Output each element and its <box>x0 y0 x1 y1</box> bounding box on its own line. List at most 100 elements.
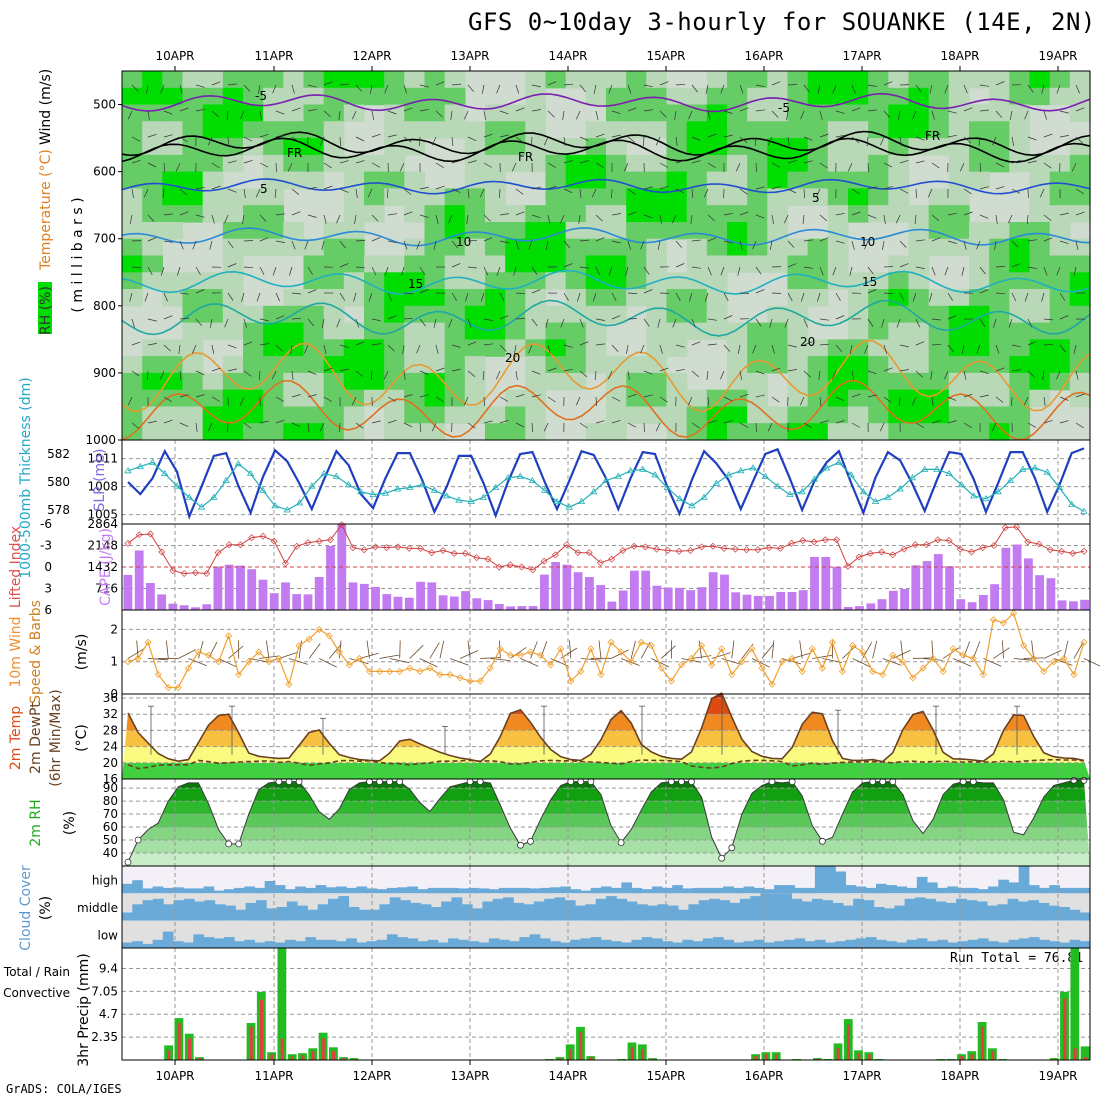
wind-barb <box>307 186 317 190</box>
wind-speed-point <box>315 625 323 633</box>
rh-cell <box>807 238 829 257</box>
rh-cell <box>1069 322 1091 340</box>
cape-bar <box>393 596 403 610</box>
wind-speed-point <box>929 654 937 663</box>
cloud-bar <box>254 887 266 894</box>
rh-cell <box>202 171 224 189</box>
cape-bar <box>146 583 155 610</box>
rh-cell <box>142 104 163 122</box>
wind-barb <box>611 110 621 115</box>
cloud-bar <box>274 942 286 948</box>
wind-barb <box>307 394 317 398</box>
wind-barb <box>802 214 805 224</box>
rh-cell <box>525 305 547 324</box>
cape-bar <box>652 585 662 610</box>
wind-barb-10m <box>520 658 539 667</box>
wind-barb <box>867 84 877 87</box>
thickness-point <box>822 464 831 471</box>
wind-barb <box>929 292 933 302</box>
wind-barb <box>211 344 215 354</box>
wind-barb <box>163 213 173 216</box>
cloud-bar <box>621 942 632 948</box>
wind-barb-10m <box>439 640 445 659</box>
cloud-bar <box>580 938 592 948</box>
contour-label-11: 20 <box>505 351 520 365</box>
lifted-index-point <box>799 536 807 544</box>
cape-bar <box>753 595 763 610</box>
wind-barb <box>915 160 925 164</box>
wind-barb-10m <box>1013 658 1034 661</box>
rh-cell <box>142 222 163 240</box>
cloud-bar <box>172 887 184 894</box>
wind-barb <box>179 370 182 381</box>
wind-barb <box>803 266 813 269</box>
wind-speed-point <box>285 680 293 688</box>
wind-barb <box>691 266 701 269</box>
wind-barb <box>959 162 965 172</box>
wind-barb <box>259 318 269 322</box>
wind-barb <box>179 211 189 216</box>
wind-barb <box>162 188 165 198</box>
rh-cell <box>424 188 446 206</box>
thickness-point <box>173 482 181 489</box>
rh-cell <box>384 255 405 273</box>
rh-cell <box>485 423 506 441</box>
rh-cell <box>868 138 889 156</box>
rh-cell <box>646 372 668 391</box>
wind-barb <box>944 84 949 94</box>
cloud-bar <box>606 896 617 921</box>
cloud-bar <box>173 900 185 921</box>
wind-barb <box>531 84 541 88</box>
wind-barb <box>947 212 957 216</box>
rh-cell <box>888 188 910 206</box>
rh-cell <box>606 289 627 307</box>
wind-barb <box>754 136 757 147</box>
rh-cell <box>263 406 284 424</box>
wind-barb <box>211 214 215 224</box>
rh-cell <box>1049 305 1071 324</box>
rh-cell <box>343 104 365 122</box>
wind-speed-point <box>708 661 716 669</box>
rh-cell <box>303 71 325 89</box>
top-date-label-2: 12APR <box>352 49 391 63</box>
rh-cell <box>787 138 809 156</box>
wind-barb <box>131 422 140 429</box>
rh-cell <box>1049 322 1071 340</box>
cloud-bar <box>804 887 816 894</box>
wind-barb <box>611 292 617 302</box>
wind-barb <box>451 240 458 249</box>
cloud-bar <box>305 887 317 894</box>
cloud-bar <box>358 909 370 921</box>
rh-cell <box>384 272 405 290</box>
pressure-tick-1: 600 <box>93 165 116 179</box>
wind-barb <box>723 315 733 320</box>
wind-barb <box>371 214 379 222</box>
rh-cell <box>182 205 204 223</box>
rh-cell <box>767 255 789 273</box>
wind-barb <box>435 185 445 190</box>
wind-barb <box>369 84 373 94</box>
wind-barb <box>147 343 157 346</box>
rh-cell <box>848 356 869 374</box>
rh-cell <box>888 255 910 273</box>
wind-barb <box>912 292 917 302</box>
wind-barb <box>307 370 317 375</box>
rh-cell <box>464 205 486 223</box>
cloud-bar <box>264 941 276 948</box>
cloud-bar <box>794 887 806 894</box>
rh-cell <box>989 423 1010 441</box>
cape-bar <box>978 595 988 610</box>
top-date-label-4: 14APR <box>548 49 587 63</box>
rh-cell <box>747 205 768 223</box>
rh-cell <box>969 154 990 173</box>
wind-barb <box>579 239 590 242</box>
wind-speed-point <box>577 667 585 675</box>
wind-barb <box>291 211 301 216</box>
wind-barb <box>643 318 650 327</box>
precip-conv-bar <box>568 1049 572 1060</box>
rh-cell <box>948 406 970 424</box>
wind-barb <box>147 266 153 276</box>
wind-barb <box>963 240 967 250</box>
rh-cell <box>827 104 849 122</box>
cape-bar <box>945 566 954 610</box>
